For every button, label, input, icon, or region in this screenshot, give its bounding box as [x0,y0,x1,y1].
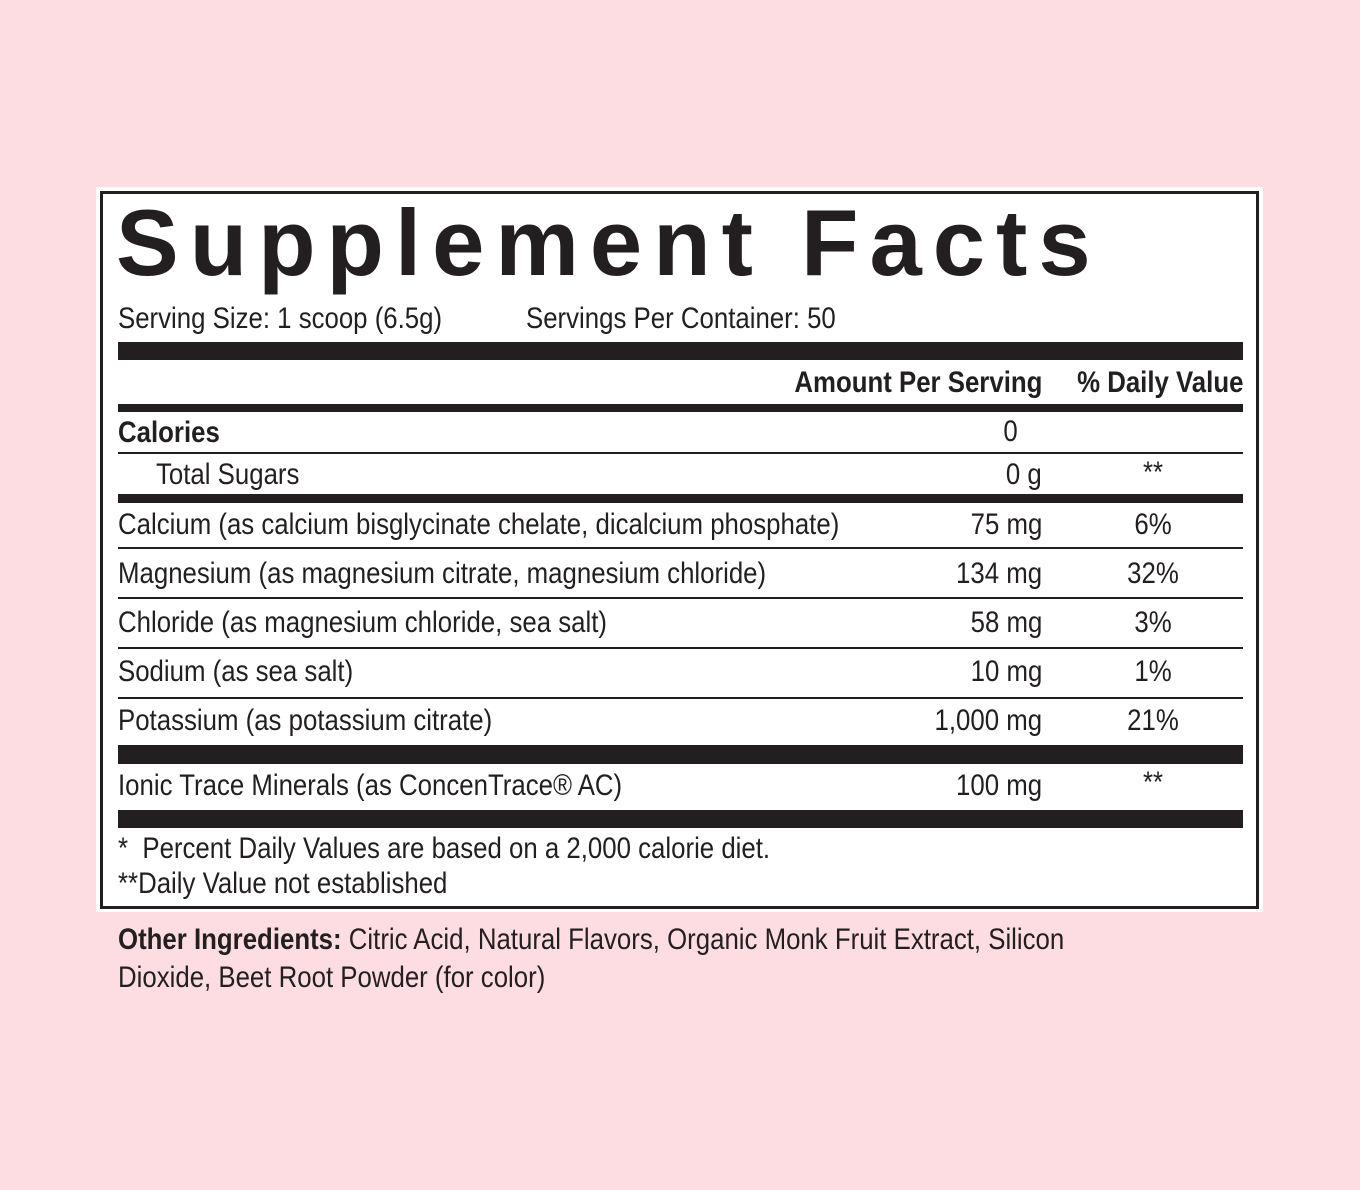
calories-label: Calories [118,416,220,449]
trace-minerals-dv: ** [1142,766,1164,799]
calories-amount: 0 [1003,415,1018,448]
total-sugars-dv: ** [1142,456,1164,489]
servings-per-container: Servings Per Container: 50 [526,302,836,335]
divider-thin [118,547,1243,549]
mineral-label: Potassium (as potassium citrate) [118,704,493,737]
other-ingredients-text-continued: Dioxide, Beet Root Powder (for color) [118,961,546,994]
mineral-label: Magnesium (as magnesium citrate, magnesi… [118,557,767,590]
divider-medium [118,404,1243,412]
header-amount: Amount Per Serving [793,366,1042,399]
supplement-facts-panel [96,187,1263,912]
mineral-label: Chloride (as magnesium chloride, sea sal… [118,606,607,639]
footnote-daily-values: * Percent Daily Values are based on a 2,… [118,832,771,865]
mineral-dv: 1% [1134,655,1172,688]
total-sugars-label: Total Sugars [156,458,300,491]
divider-thin [118,697,1243,699]
mineral-dv: 6% [1134,508,1172,541]
trace-minerals-amount: 100 mg [955,769,1042,802]
mineral-amount: 134 mg [955,557,1042,590]
other-ingredients-text: Citric Acid, Natural Flavors, Organic Mo… [348,923,1065,956]
divider-thin [118,647,1243,649]
mineral-amount: 10 mg [970,655,1042,688]
mineral-amount: 75 mg [970,508,1042,541]
mineral-amount: 58 mg [970,606,1042,639]
divider-thick [118,342,1243,360]
divider-thin [118,597,1243,599]
header-daily-value: % Daily Value [1076,366,1243,399]
mineral-label: Sodium (as sea salt) [118,655,354,688]
mineral-dv: 21% [1127,704,1179,737]
mineral-label: Calcium (as calcium bisglycinate chelate… [118,508,840,541]
other-ingredients: Other Ingredients: Citric Acid, Natural … [118,925,1064,955]
panel-border [100,191,1259,909]
divider-medium [118,494,1243,503]
footnote-not-established: **Daily Value not established [118,867,448,900]
mineral-dv: 32% [1127,557,1179,590]
divider-thin [118,452,1243,454]
serving-size: Serving Size: 1 scoop (6.5g) [118,302,443,335]
mineral-amount: 1,000 mg [934,704,1042,737]
mineral-dv: 3% [1134,606,1172,639]
other-ingredients-label: Other Ingredients: [118,923,342,956]
divider-thick [118,810,1243,828]
total-sugars-amount: 0 g [1006,458,1042,491]
panel-title: Supplement Facts [116,190,1102,295]
divider-thick [118,745,1243,764]
trace-minerals-label: Ionic Trace Minerals (as ConcenTrace® AC… [118,769,623,802]
